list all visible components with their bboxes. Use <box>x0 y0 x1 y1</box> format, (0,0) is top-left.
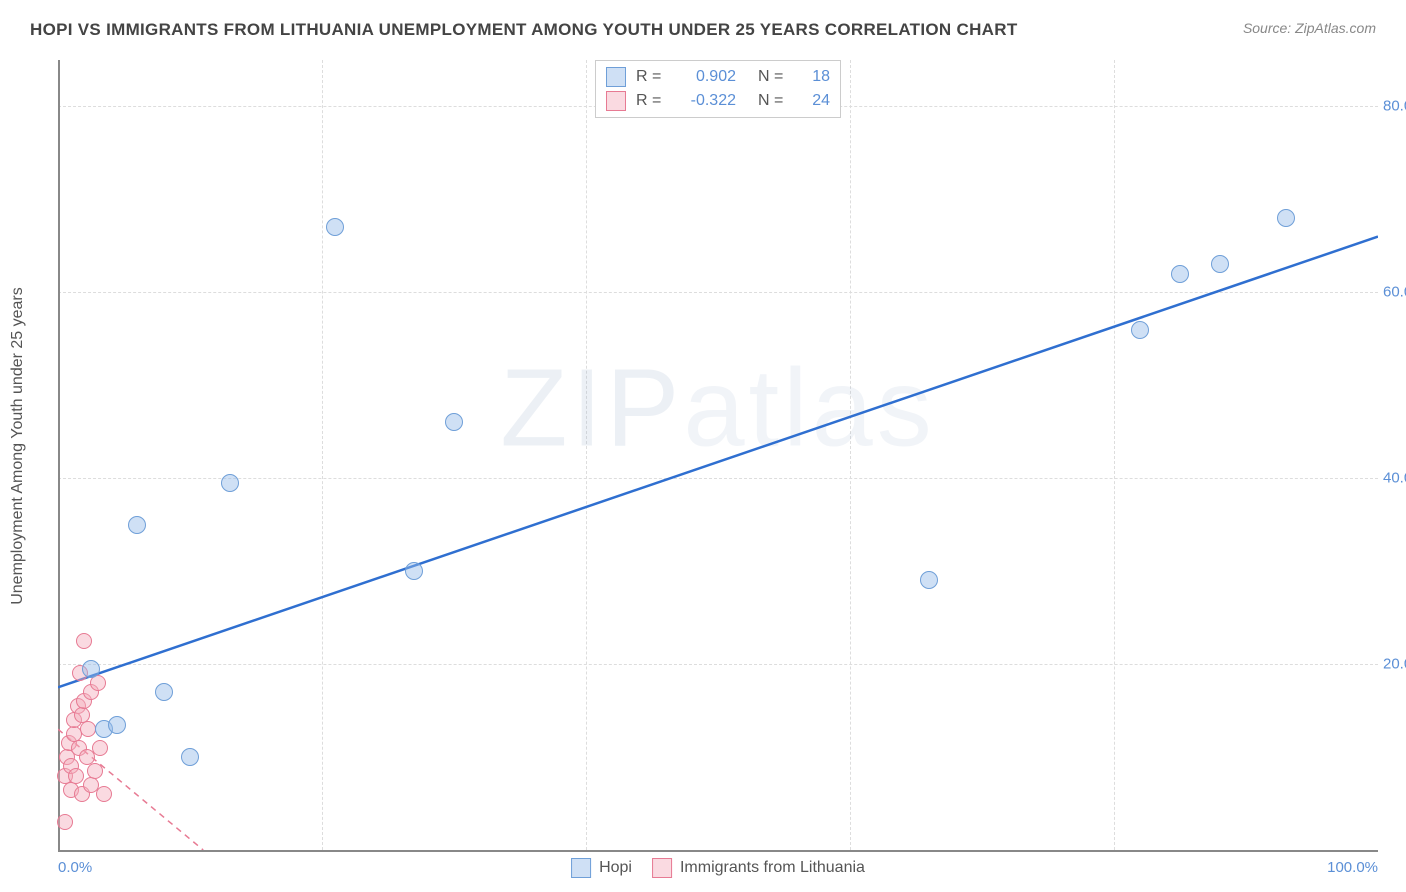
legend-label-hopi: Hopi <box>599 859 632 877</box>
grid-line-horizontal <box>58 478 1378 479</box>
legend-item-hopi: Hopi <box>571 858 632 878</box>
grid-line-horizontal <box>58 664 1378 665</box>
chart-title: HOPI VS IMMIGRANTS FROM LITHUANIA UNEMPL… <box>30 20 1018 40</box>
watermark-bold: ZIP <box>500 346 683 469</box>
chart-header: HOPI VS IMMIGRANTS FROM LITHUANIA UNEMPL… <box>0 0 1406 50</box>
source-label: Source: ZipAtlas.com <box>1243 20 1376 36</box>
correlation-legend: R = 0.902 N = 18 R = -0.322 N = 24 <box>595 60 841 118</box>
legend-stats-lithuania: R = -0.322 N = 24 <box>606 89 830 113</box>
point-lithuania <box>87 763 103 779</box>
grid-line-vertical <box>850 60 851 850</box>
grid-line-vertical <box>586 60 587 850</box>
x-tick-label: 100.0% <box>1327 859 1378 876</box>
n-label: N = <box>758 68 790 86</box>
point-hopi <box>445 413 463 431</box>
x-axis <box>58 850 1378 852</box>
point-hopi <box>405 562 423 580</box>
point-hopi <box>221 474 239 492</box>
point-hopi <box>326 218 344 236</box>
legend-swatch <box>606 67 626 87</box>
y-tick-label: 20.0% <box>1383 656 1406 673</box>
legend-swatch-lithuania <box>652 858 672 878</box>
point-hopi <box>108 716 126 734</box>
point-hopi <box>1211 255 1229 273</box>
point-hopi <box>1277 209 1295 227</box>
point-hopi <box>1131 321 1149 339</box>
n-value: 24 <box>800 92 830 110</box>
legend-label-lithuania: Immigrants from Lithuania <box>680 859 865 877</box>
trend-line <box>58 237 1378 688</box>
point-lithuania <box>57 814 73 830</box>
y-axis <box>58 60 60 850</box>
y-tick-label: 60.0% <box>1383 284 1406 301</box>
point-hopi <box>181 748 199 766</box>
legend-swatch <box>606 91 626 111</box>
grid-line-vertical <box>322 60 323 850</box>
scatter-chart: ZIPatlas R =0.902N =18R =-0.322N =24 Hop… <box>58 60 1378 850</box>
point-lithuania <box>76 633 92 649</box>
n-value: 18 <box>800 68 830 86</box>
y-tick-label: 80.0% <box>1383 98 1406 115</box>
watermark-light: atlas <box>683 346 935 469</box>
grid-line-vertical <box>1114 60 1115 850</box>
point-hopi <box>920 571 938 589</box>
x-tick-label: 0.0% <box>58 859 92 876</box>
point-lithuania <box>68 768 84 784</box>
r-label: R = <box>636 92 668 110</box>
y-tick-label: 40.0% <box>1383 470 1406 487</box>
trend-lines-layer <box>58 60 1378 850</box>
grid-line-horizontal <box>58 292 1378 293</box>
legend-stats-hopi: R = 0.902 N = 18 <box>606 65 830 89</box>
point-hopi <box>82 660 100 678</box>
legend-swatch-hopi <box>571 858 591 878</box>
legend-item-lithuania: Immigrants from Lithuania <box>652 858 865 878</box>
point-hopi <box>128 516 146 534</box>
n-label: N = <box>758 92 790 110</box>
point-hopi <box>1171 265 1189 283</box>
point-lithuania <box>80 721 96 737</box>
point-lithuania <box>96 786 112 802</box>
point-lithuania <box>92 740 108 756</box>
r-label: R = <box>636 68 668 86</box>
point-hopi <box>155 683 173 701</box>
r-value: -0.322 <box>678 92 736 110</box>
series-legend: Hopi Immigrants from Lithuania <box>571 858 865 878</box>
r-value: 0.902 <box>678 68 736 86</box>
watermark: ZIPatlas <box>500 344 935 471</box>
y-axis-title: Unemployment Among Youth under 25 years <box>9 287 27 605</box>
